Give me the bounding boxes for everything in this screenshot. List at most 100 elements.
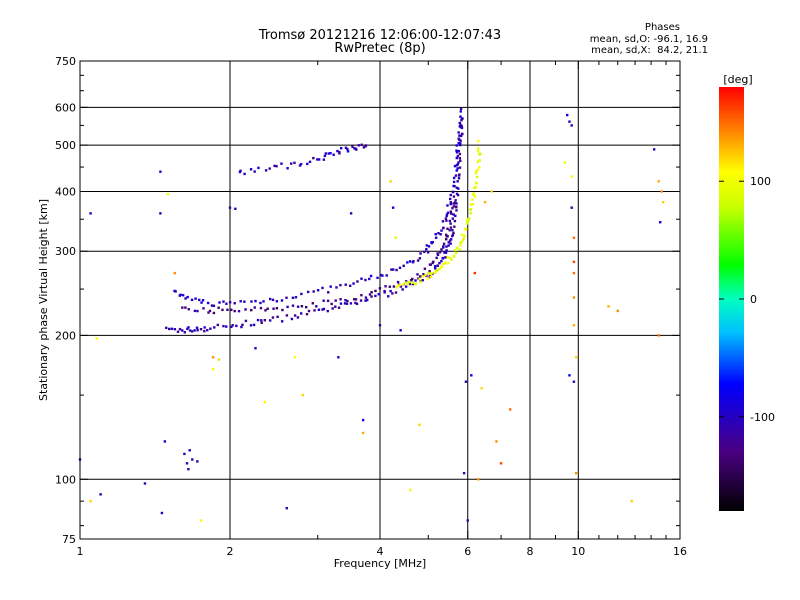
echo-point: [364, 299, 367, 302]
echo-point: [459, 139, 462, 142]
echo-point: [213, 326, 216, 329]
echo-point: [181, 294, 185, 297]
echo-point: [353, 298, 356, 301]
echo-point: [301, 393, 305, 397]
echo-point: [336, 149, 339, 153]
echo-point: [572, 236, 576, 240]
echo-point: [428, 263, 432, 266]
echo-point: [572, 260, 576, 264]
echo-point: [360, 293, 363, 297]
echo-point: [398, 283, 402, 287]
echo-point: [383, 291, 386, 294]
echo-point: [208, 309, 212, 313]
echo-point: [425, 248, 428, 251]
echo-point: [378, 324, 382, 327]
echo-point: [455, 192, 459, 196]
echo-point: [453, 164, 457, 168]
echo-point: [444, 251, 448, 254]
echo-point: [461, 239, 465, 242]
echo-point: [374, 294, 377, 298]
echo-point: [473, 186, 476, 190]
colorbar-tick-label: -100: [750, 411, 775, 424]
echo-point: [285, 296, 288, 299]
echo-point: [406, 283, 410, 286]
echo-point: [440, 259, 443, 263]
echo-point: [442, 226, 445, 230]
echo-point: [234, 207, 237, 211]
echo-point: [458, 134, 461, 137]
echo-point: [427, 271, 430, 275]
echo-point: [244, 308, 247, 311]
echo-point: [657, 334, 660, 337]
echo-point: [391, 292, 394, 295]
echo-point: [183, 452, 186, 456]
echo-point: [459, 241, 462, 244]
echo-point: [458, 152, 462, 156]
colorbar-tick-label: 0: [750, 293, 757, 306]
echo-point: [442, 242, 446, 246]
echo-point: [466, 519, 469, 522]
echo-point: [293, 356, 297, 359]
echo-point: [207, 311, 210, 314]
echo-point: [471, 202, 475, 206]
echo-point: [459, 123, 462, 127]
echo-point: [376, 276, 379, 280]
echo-point: [193, 309, 197, 313]
echo-point: [438, 261, 441, 265]
echo-point: [572, 271, 576, 275]
echo-point: [254, 347, 257, 350]
echo-point: [450, 258, 453, 261]
echo-point: [456, 180, 459, 183]
echo-point: [305, 313, 309, 316]
echo-point: [436, 264, 439, 267]
echo-point: [443, 251, 446, 254]
echo-point: [456, 246, 459, 250]
x-tick-label: 2: [227, 545, 234, 558]
echo-point: [257, 166, 260, 170]
echo-point: [423, 267, 427, 270]
echo-point: [290, 317, 294, 321]
echo-point: [455, 156, 458, 160]
echo-point: [404, 280, 408, 283]
echo-point: [421, 275, 424, 278]
echo-point: [286, 305, 289, 309]
echo-point: [459, 107, 463, 110]
echo-point: [478, 166, 481, 169]
echo-point: [616, 309, 619, 313]
echo-point: [394, 291, 398, 294]
echo-point: [316, 289, 320, 292]
echo-point: [339, 283, 342, 287]
echo-point: [451, 228, 454, 232]
echo-point: [449, 242, 452, 245]
echo-point: [444, 217, 448, 220]
echo-point: [186, 295, 189, 299]
echo-point: [379, 273, 383, 277]
echo-point: [166, 192, 169, 196]
echo-point: [275, 164, 278, 168]
echo-point: [411, 282, 415, 286]
echo-point: [294, 296, 298, 299]
echo-point: [449, 238, 453, 241]
echo-point: [416, 273, 419, 276]
echo-point: [426, 277, 430, 280]
echo-point: [406, 261, 409, 264]
echo-point: [490, 190, 493, 193]
echo-point: [346, 299, 349, 303]
echo-point: [401, 288, 404, 291]
echo-point: [404, 285, 408, 288]
echo-point: [394, 236, 397, 240]
echo-point: [332, 153, 335, 156]
echo-point: [457, 141, 460, 145]
echo-point: [472, 192, 475, 195]
echo-point: [456, 154, 460, 158]
echo-point: [322, 158, 326, 161]
echo-point: [312, 156, 315, 160]
echo-point: [446, 235, 449, 238]
echo-point: [448, 239, 452, 242]
echo-point: [483, 200, 487, 204]
echo-point: [316, 158, 319, 161]
echo-point: [472, 193, 475, 196]
echo-point: [235, 324, 238, 328]
echo-point: [499, 462, 503, 465]
echo-point: [273, 164, 276, 168]
